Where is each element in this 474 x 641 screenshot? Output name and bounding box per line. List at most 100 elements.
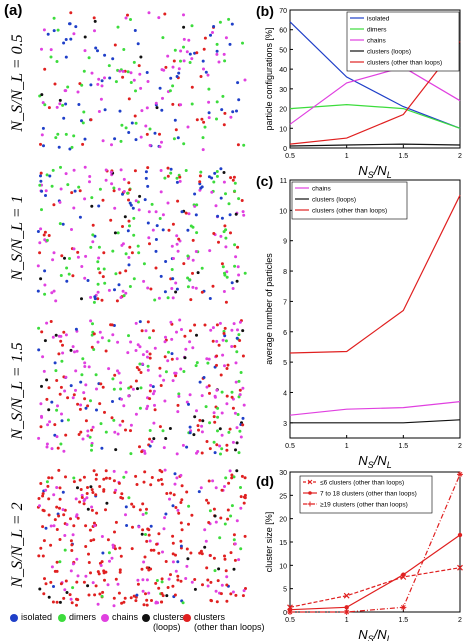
- particle-dot: [90, 71, 94, 75]
- particle-dot: [145, 578, 149, 582]
- x-tick-label: 0.5: [285, 443, 295, 450]
- particle-dot: [111, 333, 115, 337]
- particle-dot: [119, 139, 123, 143]
- particle-dot: [175, 234, 179, 238]
- particle-dot: [154, 266, 158, 270]
- particle-dot: [185, 445, 189, 449]
- particle-dot: [91, 322, 94, 326]
- particle-dot: [92, 16, 96, 20]
- particle-dot: [225, 270, 229, 274]
- particle-dot: [189, 298, 193, 302]
- particle-dot: [215, 600, 219, 604]
- particle-dot: [234, 255, 238, 259]
- particle-dot: [241, 416, 245, 420]
- particle-dot: [171, 277, 175, 281]
- particle-dot: [37, 497, 41, 500]
- particle-dot: [128, 245, 132, 249]
- particle-dot: [72, 247, 76, 251]
- particle-dot: [72, 206, 76, 210]
- particle-dot: [144, 124, 148, 128]
- y-tick-label: 7: [283, 299, 287, 306]
- particle-dot: [137, 368, 141, 372]
- particle-dot: [236, 143, 240, 147]
- particle-dot: [145, 507, 148, 511]
- particle-dot: [160, 470, 164, 474]
- particle-dot: [82, 580, 86, 584]
- particle-dot: [223, 224, 227, 228]
- particle-dot: [96, 602, 100, 606]
- particle-dot: [84, 574, 88, 578]
- particle-dot: [76, 402, 80, 406]
- particle-dot: [100, 79, 104, 83]
- particle-dot: [58, 102, 62, 106]
- particle-dot: [174, 281, 178, 285]
- particle-dot: [215, 49, 219, 53]
- legend-label-clusters-loops: clusters (loops): [153, 612, 185, 632]
- particle-dot: [169, 320, 173, 324]
- particle-dot: [239, 495, 243, 499]
- particle-dot: [185, 490, 189, 494]
- particle-dot: [102, 571, 106, 575]
- particle-dot: [47, 408, 51, 412]
- particle-dot: [235, 279, 239, 283]
- x-tick-label: 1.5: [398, 443, 408, 450]
- particle-dot: [230, 390, 234, 394]
- legend-dot-clusters-loops: [142, 614, 150, 622]
- particle-dot: [217, 343, 221, 347]
- particle-dot: [50, 184, 54, 188]
- particle-dot: [154, 249, 158, 253]
- particle-dot: [167, 577, 171, 581]
- particle-dot: [174, 128, 178, 132]
- particle-dot: [97, 267, 100, 271]
- particle-dot: [85, 496, 89, 500]
- particle-dot: [146, 166, 150, 170]
- particle-dot: [134, 138, 138, 142]
- particle-dot: [138, 320, 142, 324]
- particle-dot: [64, 38, 68, 41]
- particle-dot: [158, 86, 162, 90]
- particle-dot: [221, 338, 225, 342]
- particle-dot: [236, 245, 240, 249]
- particle-dot: [138, 406, 142, 410]
- particle-dot: [72, 476, 76, 480]
- particle-dot: [62, 513, 66, 517]
- chart-legend: [346, 11, 460, 72]
- particle-dot: [207, 87, 211, 91]
- series-line: [289, 567, 461, 608]
- particle-dot: [76, 486, 79, 490]
- particle-dot: [154, 581, 158, 585]
- particle-dot: [148, 356, 152, 360]
- particle-dot: [230, 345, 234, 348]
- particle-dot: [96, 260, 100, 264]
- particle-dot: [81, 121, 85, 125]
- particle-dot: [62, 41, 66, 45]
- particle-dot: [101, 590, 105, 594]
- particle-dot: [38, 251, 42, 255]
- particle-dot: [169, 171, 173, 175]
- particle-dot: [118, 570, 122, 574]
- particle-dot: [117, 591, 121, 595]
- particle-dot: [62, 596, 66, 600]
- particle-dot: [218, 427, 222, 431]
- particle-dot: [136, 42, 140, 46]
- particle-dot: [157, 16, 161, 20]
- particle-dot: [186, 557, 190, 561]
- particle-dot: [124, 252, 128, 256]
- particle-dot: [104, 349, 108, 353]
- chart-c: 3 4 5 6 7 8 9 10 11 0.5 1 1.5 2 (c) NS/NL average numbe…: [256, 173, 462, 470]
- particle-dot: [102, 477, 106, 481]
- particle-dot: [98, 271, 102, 275]
- particle-dot: [40, 189, 44, 193]
- particle-dot: [176, 560, 180, 564]
- particle-dot: [179, 49, 183, 53]
- particle-dot: [91, 223, 95, 227]
- particle-dot: [232, 538, 236, 542]
- particle-dot: [52, 29, 56, 33]
- legend-label-chains: chains: [112, 612, 139, 622]
- particle-dot: [233, 542, 237, 546]
- particle-dot: [152, 421, 156, 425]
- particle-dot: [175, 330, 178, 334]
- particle-dot: [207, 111, 211, 115]
- particle-dot: [70, 145, 74, 149]
- particle-dot: [135, 366, 139, 369]
